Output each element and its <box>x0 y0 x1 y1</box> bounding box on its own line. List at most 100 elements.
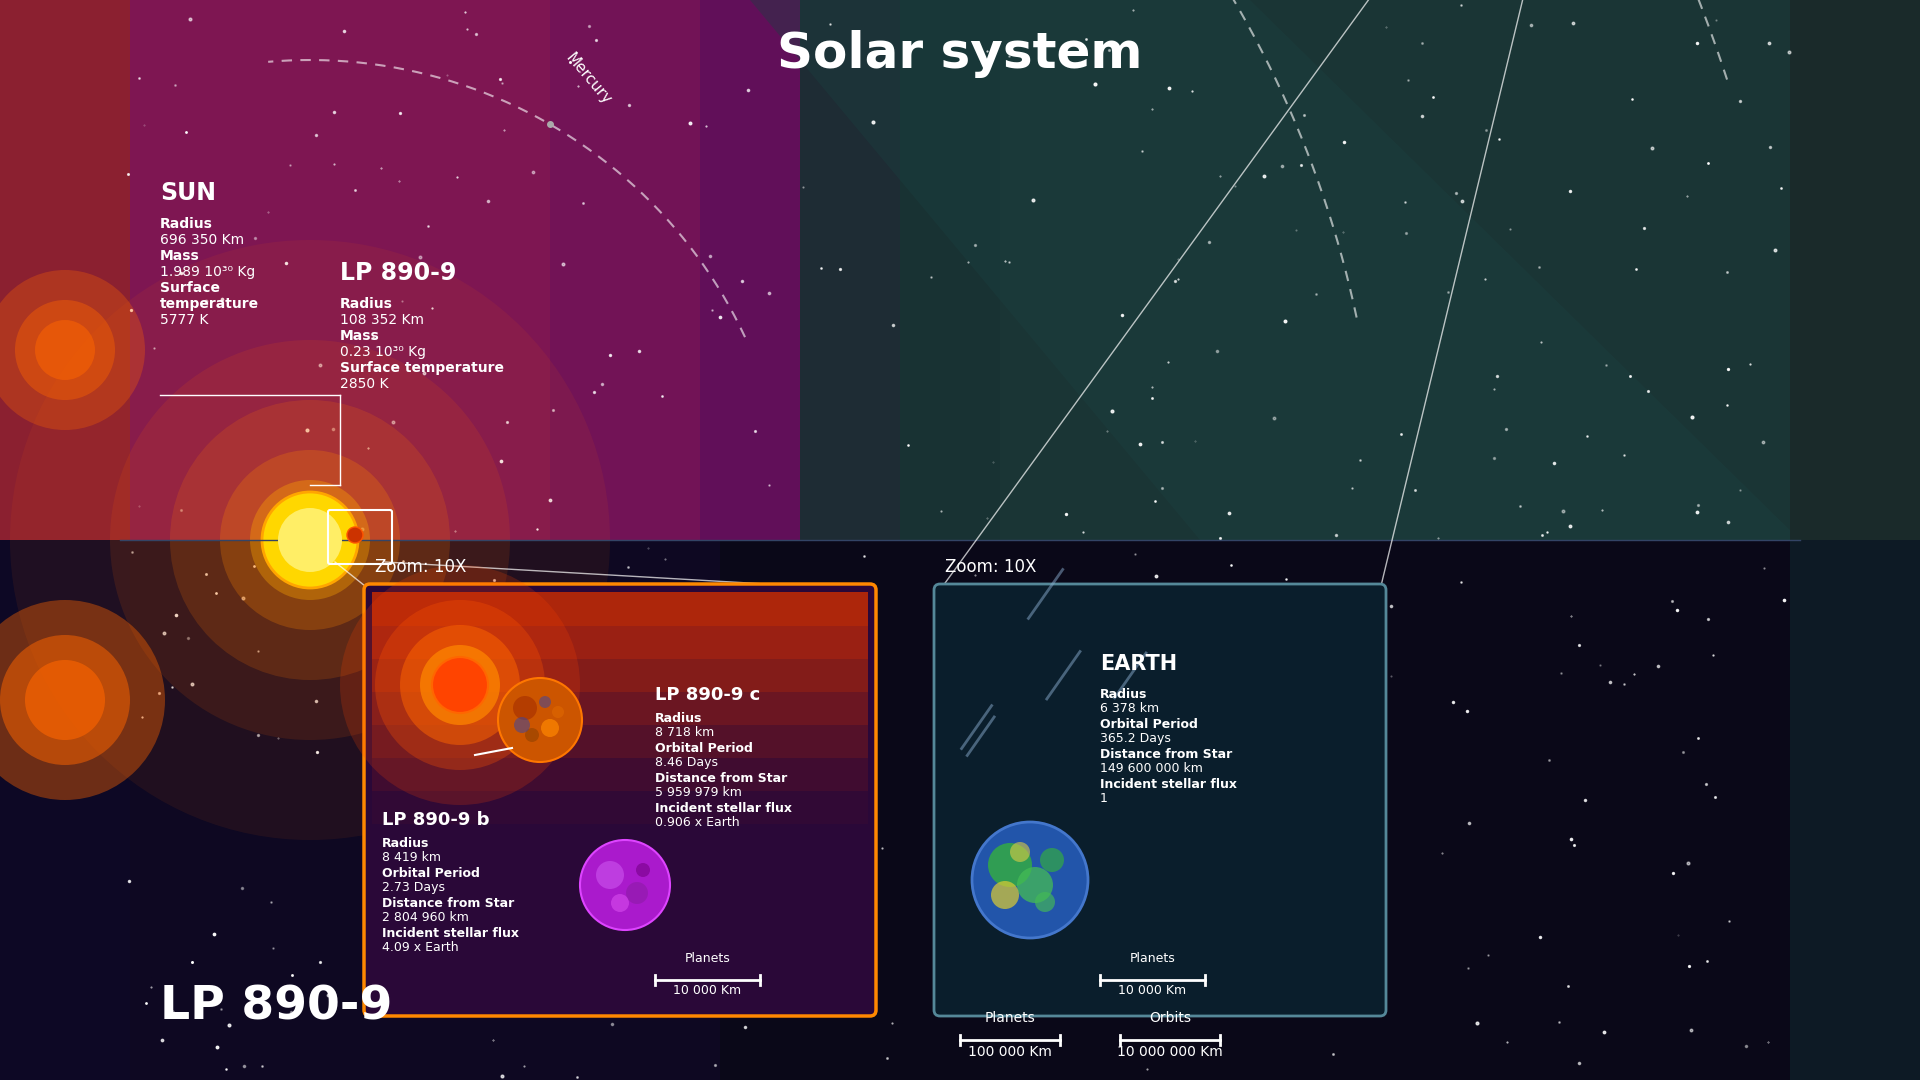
Circle shape <box>540 696 551 708</box>
Circle shape <box>432 657 488 713</box>
Text: Planets: Planets <box>985 1011 1035 1025</box>
Text: 6 378 km: 6 378 km <box>1100 702 1160 715</box>
Bar <box>372 592 868 692</box>
Circle shape <box>1018 867 1052 903</box>
Text: 2.73 Days: 2.73 Days <box>382 881 445 894</box>
FancyBboxPatch shape <box>365 584 876 1016</box>
Circle shape <box>513 696 538 720</box>
Text: Orbital Period: Orbital Period <box>655 742 753 755</box>
Text: Mercury: Mercury <box>563 50 612 107</box>
Text: 108 352 Km: 108 352 Km <box>340 313 424 327</box>
Text: SUN: SUN <box>159 181 215 205</box>
Bar <box>119 0 549 540</box>
Circle shape <box>553 706 564 718</box>
Circle shape <box>636 863 651 877</box>
Circle shape <box>1010 842 1029 862</box>
Text: 10 000 000 Km: 10 000 000 Km <box>1117 1045 1223 1059</box>
Text: Mass: Mass <box>340 329 380 343</box>
Circle shape <box>497 678 582 762</box>
Circle shape <box>626 882 649 904</box>
Circle shape <box>541 719 559 737</box>
Circle shape <box>348 527 363 543</box>
Bar <box>0 0 131 540</box>
Circle shape <box>35 320 94 380</box>
Text: Incident stellar flux: Incident stellar flux <box>655 802 791 815</box>
Circle shape <box>580 840 670 930</box>
Text: 1: 1 <box>1100 792 1108 805</box>
Text: Zoom: 10X: Zoom: 10X <box>374 558 467 576</box>
Circle shape <box>991 881 1020 909</box>
Bar <box>119 540 1801 1080</box>
Circle shape <box>420 645 499 725</box>
Text: Orbital Period: Orbital Period <box>382 867 480 880</box>
Text: Radius: Radius <box>1100 688 1148 701</box>
Text: 149 600 000 km: 149 600 000 km <box>1100 762 1202 775</box>
Text: 696 350 Km: 696 350 Km <box>159 233 244 247</box>
Circle shape <box>10 240 611 840</box>
Circle shape <box>278 508 342 572</box>
Bar <box>119 540 720 1080</box>
Text: Surface temperature: Surface temperature <box>340 361 503 375</box>
Circle shape <box>524 728 540 742</box>
Circle shape <box>109 340 511 740</box>
Circle shape <box>515 717 530 733</box>
Text: Solar system: Solar system <box>778 30 1142 78</box>
Bar <box>372 592 868 626</box>
Text: EARTH: EARTH <box>1100 654 1177 674</box>
Circle shape <box>0 600 165 800</box>
Text: 365.2 Days: 365.2 Days <box>1100 732 1171 745</box>
FancyBboxPatch shape <box>933 584 1386 1016</box>
Text: Incident stellar flux: Incident stellar flux <box>382 927 518 940</box>
Text: Planets: Planets <box>685 951 730 966</box>
Bar <box>372 592 868 824</box>
Text: 8 718 km: 8 718 km <box>655 726 714 739</box>
Text: Distance from Star: Distance from Star <box>1100 748 1233 761</box>
Circle shape <box>399 625 520 745</box>
Text: Mass: Mass <box>159 249 200 264</box>
Bar <box>372 592 868 791</box>
Text: Orbits: Orbits <box>1148 1011 1190 1025</box>
Text: Radius: Radius <box>340 297 394 311</box>
Bar <box>372 592 868 758</box>
Text: 8 419 km: 8 419 km <box>382 851 442 864</box>
Circle shape <box>221 450 399 630</box>
Text: Orbital Period: Orbital Period <box>1100 718 1198 731</box>
Text: 10 000 Km: 10 000 Km <box>674 984 741 997</box>
Bar <box>119 0 900 540</box>
Circle shape <box>989 843 1033 887</box>
Text: temperature: temperature <box>159 297 259 311</box>
Circle shape <box>0 270 146 430</box>
Bar <box>1000 0 1801 540</box>
Circle shape <box>15 300 115 400</box>
Text: 4.09 x Earth: 4.09 x Earth <box>382 941 459 954</box>
Text: 1.989 10³⁰ Kg: 1.989 10³⁰ Kg <box>159 265 255 279</box>
Text: 8.46 Days: 8.46 Days <box>655 756 718 769</box>
Text: Radius: Radius <box>655 712 703 725</box>
Text: Zoom: 10X: Zoom: 10X <box>945 558 1037 576</box>
Text: LP 890-9: LP 890-9 <box>159 985 392 1030</box>
Circle shape <box>0 635 131 765</box>
Text: 0.906 x Earth: 0.906 x Earth <box>655 816 739 829</box>
Text: Planets: Planets <box>1129 951 1175 966</box>
Bar <box>900 0 1801 540</box>
Text: Distance from Star: Distance from Star <box>382 897 515 910</box>
Bar <box>372 592 868 856</box>
Circle shape <box>1041 848 1064 872</box>
Circle shape <box>595 861 624 889</box>
Text: 100 000 Km: 100 000 Km <box>968 1045 1052 1059</box>
Text: Incident stellar flux: Incident stellar flux <box>1100 778 1236 791</box>
Circle shape <box>261 492 357 588</box>
Circle shape <box>340 565 580 805</box>
Circle shape <box>25 660 106 740</box>
Bar <box>372 592 868 725</box>
Text: 5 959 979 km: 5 959 979 km <box>655 786 741 799</box>
Text: 2 804 960 km: 2 804 960 km <box>382 912 468 924</box>
Text: LP 890-9 b: LP 890-9 b <box>382 811 490 829</box>
Bar <box>119 0 701 540</box>
Circle shape <box>171 400 449 680</box>
Text: LP 890-9 c: LP 890-9 c <box>655 686 760 704</box>
Circle shape <box>611 894 630 912</box>
Text: Radius: Radius <box>382 837 430 850</box>
Text: Surface: Surface <box>159 281 221 295</box>
Text: Distance from Star: Distance from Star <box>655 772 787 785</box>
